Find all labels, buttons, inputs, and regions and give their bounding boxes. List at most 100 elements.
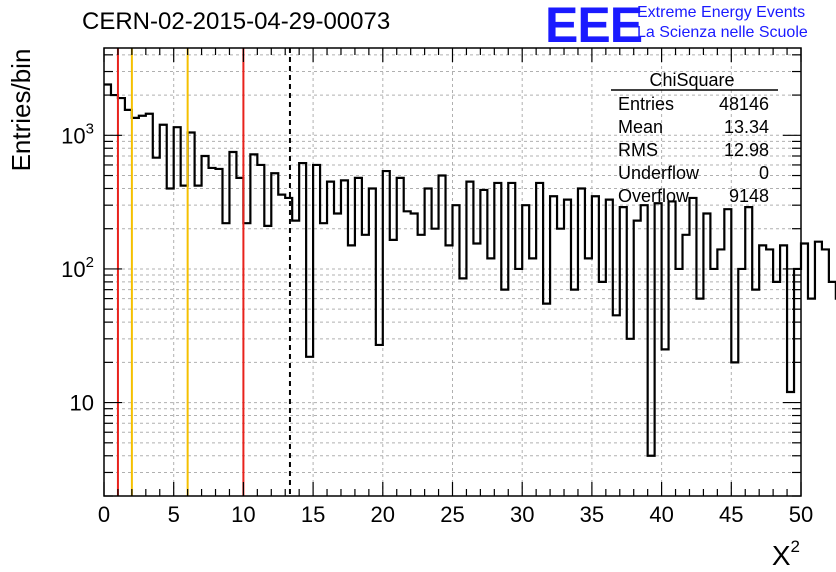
stats-label-mean: Mean: [618, 117, 663, 137]
histogram-bin: [508, 183, 515, 496]
histogram-bin: [132, 118, 139, 496]
histogram-bin: [439, 176, 446, 496]
x-axis-label-base: X: [772, 540, 791, 571]
histogram-bin: [383, 171, 390, 496]
histogram-bin: [641, 205, 648, 496]
histogram-bin: [313, 165, 320, 496]
histogram-bin: [341, 180, 348, 496]
histogram-bin: [689, 198, 696, 496]
histogram-bin: [522, 205, 529, 496]
histogram-bin: [236, 178, 243, 496]
histogram-bin: [738, 269, 745, 496]
histogram-bin: [801, 244, 808, 496]
histogram-bin: [501, 290, 508, 496]
histogram-bin: [683, 235, 690, 496]
histogram-bin: [466, 182, 473, 496]
histogram-bin: [731, 362, 738, 496]
histogram-bin: [418, 235, 425, 496]
histogram-bin: [376, 345, 383, 496]
histogram-bin: [529, 258, 536, 496]
histogram-bin: [306, 357, 313, 496]
x-axis-label: X2: [772, 537, 800, 571]
x-tick-label: 0: [98, 502, 110, 527]
histogram-bin: [216, 169, 223, 496]
histogram-bin: [696, 299, 703, 496]
histogram-bin: [195, 186, 202, 496]
histogram-bin: [111, 95, 118, 496]
histogram-bin: [264, 226, 271, 496]
histogram-bin: [153, 158, 160, 496]
eee-logo: EEE Extreme Energy Events La Scienza nel…: [545, 0, 835, 53]
x-tick-label: 5: [168, 502, 180, 527]
histogram-bin: [355, 178, 362, 496]
stats-value-underflow: 0: [759, 163, 769, 183]
x-tick-label: 15: [301, 502, 325, 527]
histogram-bin: [327, 182, 334, 496]
histogram-bin: [773, 282, 780, 496]
histogram-bin: [125, 110, 132, 496]
histogram-bin: [620, 207, 627, 496]
eee-logo-mark: EEE: [545, 0, 643, 53]
histogram-bin: [822, 249, 829, 496]
y-tick-label-exponent: 3: [86, 120, 94, 137]
histogram-bin: [243, 223, 250, 496]
stats-label-entries: Entries: [618, 94, 674, 114]
x-tick-label: 35: [580, 502, 604, 527]
histogram-bin: [271, 173, 278, 496]
logo-line-1: Extreme Energy Events: [637, 4, 806, 21]
histogram-bin: [334, 213, 341, 496]
histogram-bin: [515, 269, 522, 496]
histogram-bin: [146, 114, 153, 496]
histogram-bin: [536, 183, 543, 496]
x-tick-label: 30: [510, 502, 534, 527]
y-tick-label-base: 10: [61, 123, 85, 148]
x-tick-label: 20: [371, 502, 395, 527]
histogram-bin: [717, 249, 724, 496]
histogram-bin: [808, 299, 815, 496]
histogram-bin: [550, 196, 557, 496]
histogram-bin: [599, 282, 606, 496]
histogram-bin: [174, 127, 181, 496]
histogram-bin: [188, 132, 195, 496]
histogram-bin: [139, 116, 146, 496]
x-tick-label: 45: [719, 502, 743, 527]
histogram-bin: [669, 201, 676, 496]
histogram-bin: [676, 269, 683, 496]
histogram-bin: [557, 229, 564, 496]
y-tick-label: 102: [61, 254, 94, 282]
x-axis-label-superscript: 2: [791, 537, 800, 556]
histogram-bin: [181, 186, 188, 496]
stats-value-rms: 12.98: [724, 140, 769, 160]
histogram-bin: [292, 221, 299, 496]
histogram-bin: [759, 245, 766, 496]
histogram-bin: [432, 229, 439, 496]
stats-label-overflow: Overflow: [618, 186, 690, 206]
stats-value-entries: 48146: [719, 94, 769, 114]
histogram-bin: [459, 278, 466, 496]
stats-label-underflow: Underflow: [618, 163, 700, 183]
stats-box-title: ChiSquare: [649, 70, 734, 90]
histogram-bin: [752, 290, 759, 496]
histogram-bin: [794, 269, 801, 496]
histogram-bin: [362, 235, 369, 496]
histogram-bin: [815, 242, 822, 496]
histogram-bin: [585, 258, 592, 496]
histogram-bin: [655, 203, 662, 496]
histogram-bin: [766, 249, 773, 496]
histogram-bin: [118, 98, 125, 496]
y-axis-label: Entries/bin: [6, 49, 36, 172]
histogram-bin: [167, 188, 174, 496]
x-tick-label: 40: [649, 502, 673, 527]
histogram-bin: [397, 178, 404, 496]
histogram-bin: [634, 221, 641, 496]
histogram-bin: [787, 392, 794, 496]
histogram-bin: [250, 154, 257, 496]
histogram-bin: [606, 200, 613, 496]
x-tick-label: 50: [789, 502, 813, 527]
y-tick-label-base: 10: [70, 391, 94, 416]
histogram-bin: [299, 163, 306, 496]
y-tick-label: 10: [70, 391, 94, 416]
histogram-bin: [724, 209, 731, 496]
histogram-bin: [285, 198, 292, 496]
histogram-bin: [780, 245, 787, 496]
